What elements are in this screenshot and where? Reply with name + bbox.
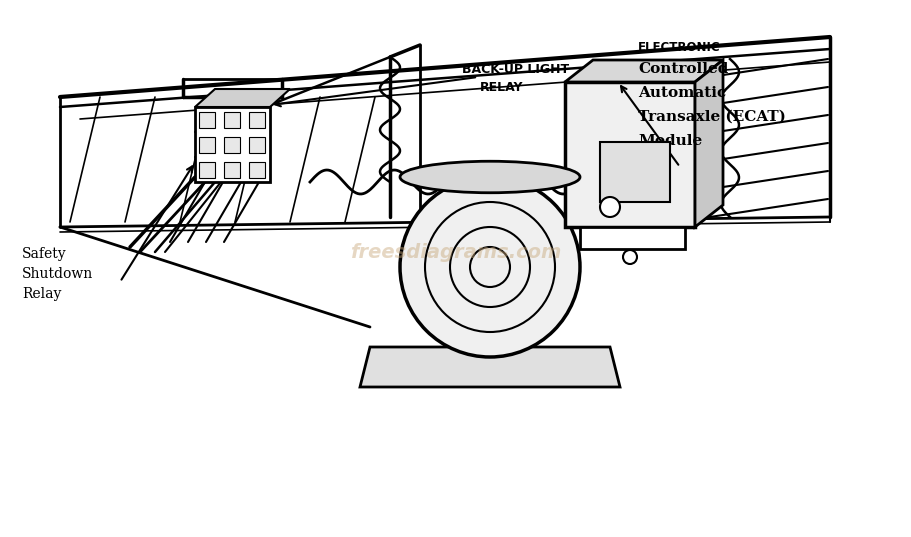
Text: Relay: Relay: [22, 287, 61, 301]
Text: Module: Module: [638, 134, 701, 148]
Polygon shape: [195, 89, 290, 107]
Text: RELAY: RELAY: [479, 81, 523, 93]
Bar: [249, 112, 265, 128]
Bar: [199, 137, 215, 153]
Bar: [195, 107, 270, 182]
Ellipse shape: [400, 161, 579, 193]
Circle shape: [400, 177, 579, 357]
Circle shape: [599, 197, 619, 217]
Polygon shape: [565, 60, 722, 82]
Text: freesdiagrams.com: freesdiagrams.com: [350, 243, 561, 262]
Bar: [579, 227, 684, 249]
Text: Transaxle (ECAT): Transaxle (ECAT): [638, 110, 785, 124]
Text: Controlled: Controlled: [638, 62, 728, 76]
Bar: [199, 162, 215, 178]
Text: BACK-UP LIGHT: BACK-UP LIGHT: [462, 62, 568, 76]
Bar: [224, 162, 240, 178]
Bar: [565, 82, 694, 227]
Polygon shape: [694, 60, 722, 227]
Text: Automatic: Automatic: [638, 86, 725, 100]
Text: Safety: Safety: [22, 247, 67, 261]
Circle shape: [622, 250, 636, 264]
Bar: [199, 112, 215, 128]
Bar: [599, 142, 670, 202]
Text: ELECTRONIC: ELECTRONIC: [638, 40, 720, 54]
Bar: [249, 162, 265, 178]
Polygon shape: [360, 347, 619, 387]
Bar: [249, 137, 265, 153]
Bar: [224, 137, 240, 153]
Text: Shutdown: Shutdown: [22, 267, 93, 281]
Bar: [224, 112, 240, 128]
